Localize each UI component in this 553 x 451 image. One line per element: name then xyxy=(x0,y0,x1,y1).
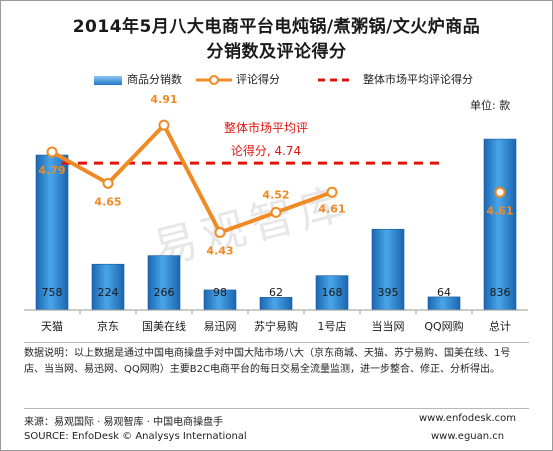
avg-annotation-line2: 论得分, 4.74 xyxy=(231,143,301,158)
score-label-1: 4.65 xyxy=(94,195,121,208)
footer-source-en: SOURCE: EnfoDesk © Analysys Internationa… xyxy=(24,431,247,442)
category-label-2: 国美在线 xyxy=(142,319,186,333)
score-label-0: 4.79 xyxy=(38,164,65,177)
bar-8 xyxy=(483,138,517,311)
avg-annotation-line1: 整体市场平均评 xyxy=(224,120,308,135)
footer-url-2: www.eguan.cn xyxy=(431,431,505,442)
score-point-1 xyxy=(102,177,114,189)
score-point-8 xyxy=(494,186,506,198)
bar-2 xyxy=(147,255,181,311)
score-label-3: 4.43 xyxy=(206,245,233,258)
category-label-5: 1号店 xyxy=(318,319,347,333)
score-label-4: 4.52 xyxy=(262,188,289,201)
bar-4 xyxy=(259,297,293,311)
category-label-4: 苏宁易购 xyxy=(254,319,298,333)
score-label-5: 4.61 xyxy=(318,202,345,215)
category-label-7: QQ网购 xyxy=(424,319,463,333)
bar-0 xyxy=(35,154,69,311)
bar-value-label-0: 758 xyxy=(42,286,63,299)
bar-6 xyxy=(371,228,405,311)
bar-value-label-7: 64 xyxy=(437,286,451,299)
bar-value-label-3: 98 xyxy=(213,286,227,299)
category-label-3: 易迅网 xyxy=(204,320,237,333)
data-note: 数据说明：以上数据是通过中国电商操盘手对中国大陆市场八大（京东商城、天猫、苏宁易… xyxy=(24,348,511,375)
score-line xyxy=(51,123,333,235)
bar-value-label-1: 224 xyxy=(98,286,119,299)
score-point-3 xyxy=(214,227,226,239)
bar-value-label-6: 395 xyxy=(378,286,399,299)
score-label-2: 4.91 xyxy=(150,93,177,106)
legend-bar-swatch xyxy=(94,76,122,85)
note-divider-top xyxy=(24,342,529,343)
bar-1 xyxy=(91,263,125,311)
score-point-4 xyxy=(270,206,282,218)
score-label-8: 4.61 xyxy=(486,204,513,217)
score-point-0 xyxy=(46,146,58,158)
chart-title-line1: 2014年5月八大电商平台电炖锅/煮粥锅/文火炉商品 xyxy=(72,17,481,37)
bar-value-label-4: 62 xyxy=(269,286,283,299)
category-label-0: 天猫 xyxy=(41,320,63,333)
legend-line-label: 评论得分 xyxy=(236,73,280,86)
score-point-5 xyxy=(326,186,338,198)
unit-label: 单位: 款 xyxy=(470,99,511,112)
legend-avg-label: 整体市场平均评论得分 xyxy=(363,73,473,86)
footer-source-cn: 来源：易观国际 · 易观智库 · 中国电商操盘手 xyxy=(24,417,224,428)
footer-url-1: www.enfodesk.com xyxy=(419,413,516,424)
bar-value-label-2: 266 xyxy=(154,286,175,299)
category-label-8: 总计 xyxy=(489,319,511,333)
legend-bar-label: 商品分销数 xyxy=(127,73,182,86)
chart-title-line2: 分销数及评论得分 xyxy=(206,42,347,62)
bar-value-label-5: 168 xyxy=(322,286,343,299)
bar-5 xyxy=(315,275,349,311)
category-label-1: 京东 xyxy=(97,319,119,333)
score-point-2 xyxy=(158,119,170,131)
bar-value-label-8: 836 xyxy=(490,286,511,299)
note-divider-bottom xyxy=(24,408,529,409)
category-label-6: 当当网 xyxy=(372,319,405,333)
